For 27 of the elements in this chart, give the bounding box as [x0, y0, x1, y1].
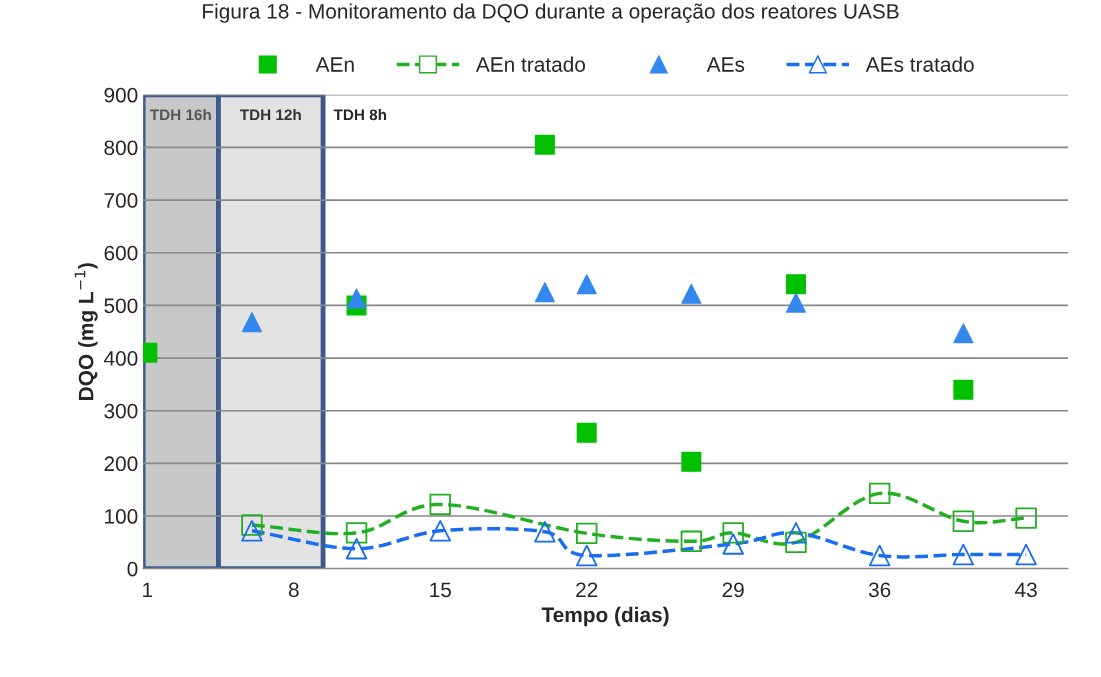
legend-label: AEn [315, 57, 354, 72]
x-axis-title: Tempo (dias) [541, 606, 669, 627]
legend-label: AEs [706, 57, 745, 72]
x-tick-label: 8 [288, 582, 299, 598]
band-label: TDH 16h [149, 108, 211, 121]
x-tick-label: 15 [430, 582, 451, 598]
annotation: TDH 8h [333, 108, 387, 121]
y-tick-label: 100 [105, 509, 138, 524]
y-tick-label: 300 [104, 403, 138, 419]
chart-title: Figura 18 - Monitoramento da DQO durante a operação dos reatores UASB [203, 3, 899, 23]
x-tick-label: 36 [868, 582, 891, 598]
y-tick-label: 700 [104, 193, 138, 208]
y-tick-label: 600 [104, 245, 138, 261]
y-tick-label: 800 [104, 140, 138, 156]
y-tick-label: 200 [104, 456, 138, 472]
y-tick-label: 500 [104, 298, 138, 314]
x-tick-label: 1 [143, 582, 153, 597]
y-tick-label: 900 [104, 87, 138, 103]
legend-label: AEs tratado [865, 56, 974, 72]
y-axis-title: DQO (mg L$^{−1}$) [74, 263, 98, 400]
legend-label: AEn tratado [475, 56, 586, 72]
x-tick-label: 29 [722, 582, 744, 598]
x-tick-label: 43 [1015, 582, 1037, 598]
x-tick-label: 22 [576, 582, 598, 597]
band-label: TDH 12h [239, 108, 301, 121]
y-tick-label: 400 [103, 351, 138, 366]
y-tick-label: 0 [127, 561, 138, 577]
